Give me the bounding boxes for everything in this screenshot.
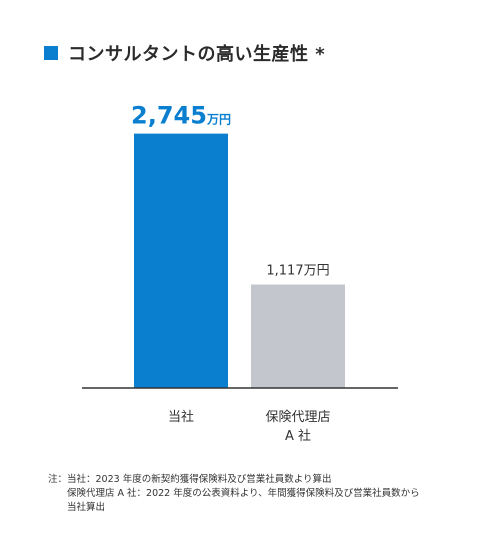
footnote-lines: 当社：2023 年度の新契約獲得保険料及び営業社員数より算出 保険代理店 A 社… <box>67 473 420 515</box>
chart-title: コンサルタントの高い生産性 * <box>68 44 326 65</box>
title-marker-square <box>44 46 58 60</box>
footnote-line-1: 当社：2023 年度の新契約獲得保険料及び営業社員数より算出 <box>67 474 332 485</box>
bar-1 <box>134 133 228 388</box>
footnote-line-3: 当社算出 <box>67 502 106 513</box>
category-label-1-1: 当社 <box>168 409 194 425</box>
footnote: 注： 当社：2023 年度の新契約獲得保険料及び営業社員数より算出 保険代理店 … <box>48 473 420 515</box>
category-label-2-2: A 社 <box>285 428 311 444</box>
footnote-prefix: 注： <box>48 474 68 485</box>
value-label-1: 2,745万円 <box>131 102 231 130</box>
bar-2 <box>251 284 345 388</box>
category-label-2-1: 保険代理店 <box>265 410 330 425</box>
chart-title-row: コンサルタントの高い生産性 * <box>44 40 325 66</box>
value-label-2: 1,117万円 <box>266 263 329 278</box>
footnote-line-2: 保険代理店 A 社：2022 年度の公表資料より、年間獲得保険料及び営業社員数か… <box>67 488 420 499</box>
